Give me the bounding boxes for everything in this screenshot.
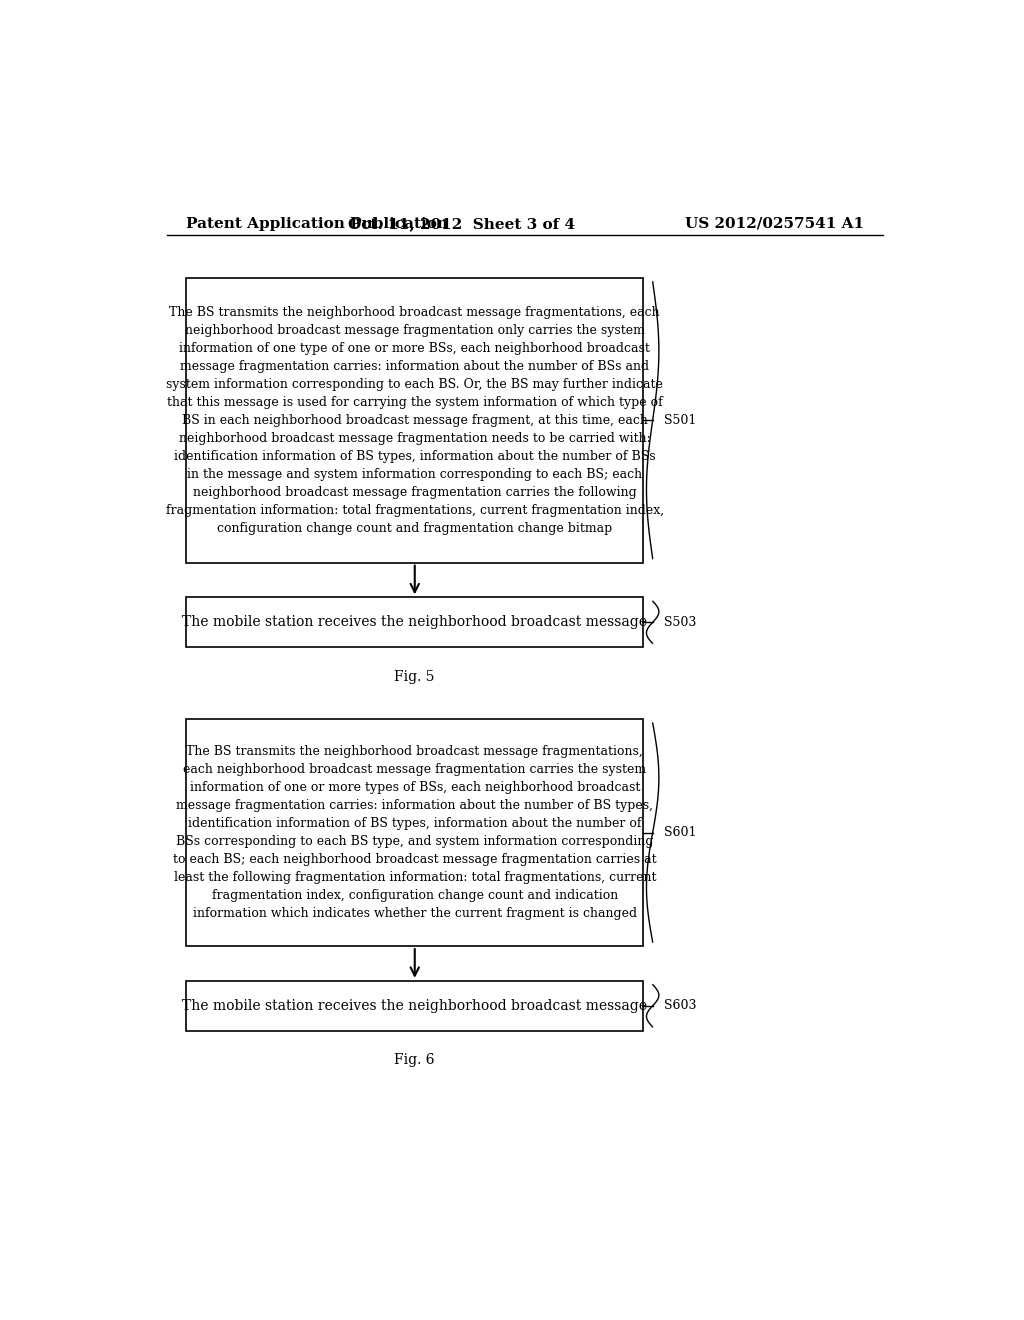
Text: US 2012/0257541 A1: US 2012/0257541 A1 xyxy=(685,216,864,231)
Text: Patent Application Publication: Patent Application Publication xyxy=(186,216,449,231)
Bar xyxy=(186,719,643,946)
Text: S501: S501 xyxy=(664,413,696,426)
Text: Fig. 6: Fig. 6 xyxy=(394,1053,435,1067)
Text: S603: S603 xyxy=(664,999,696,1012)
Text: Oct. 11, 2012  Sheet 3 of 4: Oct. 11, 2012 Sheet 3 of 4 xyxy=(348,216,574,231)
Text: S503: S503 xyxy=(664,616,696,628)
Bar xyxy=(186,597,643,647)
Text: S601: S601 xyxy=(664,826,696,840)
Text: The mobile station receives the neighborhood broadcast message: The mobile station receives the neighbor… xyxy=(182,999,647,1012)
Text: The mobile station receives the neighborhood broadcast message: The mobile station receives the neighbor… xyxy=(182,615,647,630)
Bar xyxy=(186,981,643,1031)
Text: The BS transmits the neighborhood broadcast message fragmentations, each
neighbo: The BS transmits the neighborhood broadc… xyxy=(166,306,664,535)
Text: Fig. 5: Fig. 5 xyxy=(394,669,435,684)
Bar xyxy=(186,277,643,562)
Text: The BS transmits the neighborhood broadcast message fragmentations,
each neighbo: The BS transmits the neighborhood broadc… xyxy=(173,744,656,920)
